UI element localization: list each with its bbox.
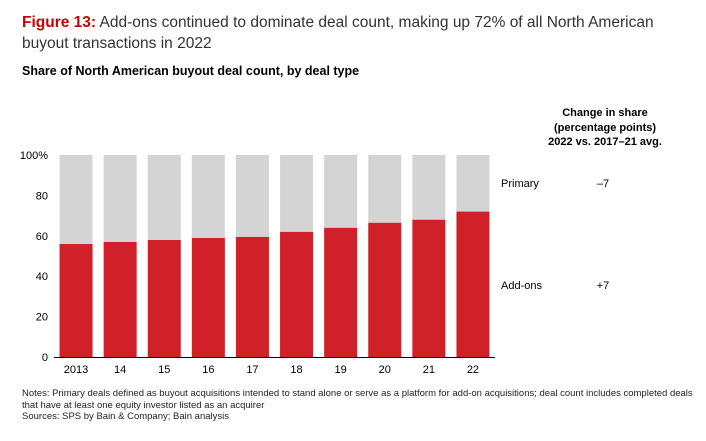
chart-notes: Notes: Primary deals defined as buyout a… (22, 388, 693, 423)
chart-subtitle: Share of North American buyout deal coun… (22, 64, 360, 78)
bar-add-ons (456, 211, 490, 357)
bar-primary (191, 155, 225, 238)
change-header-line: (percentage points) (553, 121, 657, 134)
change-column-header: Change in share (percentage points) 2022… (535, 106, 675, 150)
x-tick-label: 21 (423, 364, 435, 376)
y-tick-label: 80 (36, 190, 48, 202)
y-tick-label: 60 (36, 231, 48, 243)
bar-add-ons (103, 241, 137, 357)
bar-add-ons (147, 239, 181, 357)
y-tick-label: 100% (20, 150, 48, 162)
bar-add-ons (280, 231, 314, 357)
bar-add-ons (368, 222, 402, 357)
figure-title: Figure 13: Add-ons continued to dominate… (22, 12, 692, 54)
notes-line: Notes: Primary deals defined as buyout a… (22, 388, 693, 399)
bar-primary (103, 155, 137, 242)
x-tick-label: 19 (335, 364, 347, 376)
bar-add-ons (59, 243, 93, 357)
bar-primary (324, 155, 358, 228)
x-tick-label: 15 (158, 364, 170, 376)
bar-primary (412, 155, 446, 220)
bar-primary (59, 155, 93, 244)
change-header-line: Change in share (562, 107, 648, 119)
bar-primary (456, 155, 490, 212)
y-tick-label: 40 (36, 271, 48, 283)
x-tick-label: 2013 (64, 364, 88, 376)
x-tick-label: 14 (114, 364, 126, 376)
bar-add-ons (235, 236, 269, 357)
figure-title-text: Add-ons continued to dominate deal count… (22, 14, 654, 52)
y-tick-label: 20 (36, 312, 48, 324)
y-tick-label: 0 (42, 352, 48, 364)
bar-primary (368, 155, 402, 223)
bar-primary (280, 155, 314, 232)
change-value: –7 (597, 178, 609, 190)
bar-add-ons (191, 237, 225, 357)
legend-label: Primary (501, 178, 539, 190)
x-tick-label: 18 (290, 364, 302, 376)
bar-add-ons (412, 219, 446, 357)
x-tick-label: 22 (467, 364, 479, 376)
change-header-line: 2022 vs. 2017–21 avg. (548, 136, 662, 148)
x-tick-label: 16 (202, 364, 214, 376)
change-value: +7 (597, 280, 610, 292)
x-tick-label: 20 (379, 364, 391, 376)
notes-line: that have at least one equity investor l… (22, 399, 265, 411)
bar-primary (147, 155, 181, 240)
sources-line: Sources: SPS by Bain & Company; Bain ana… (22, 411, 229, 422)
bar-add-ons (324, 227, 358, 357)
legend-label: Add-ons (501, 280, 542, 292)
bar-primary (235, 155, 269, 237)
x-tick-label: 17 (246, 364, 258, 376)
figure-label: Figure 13: (22, 14, 97, 31)
